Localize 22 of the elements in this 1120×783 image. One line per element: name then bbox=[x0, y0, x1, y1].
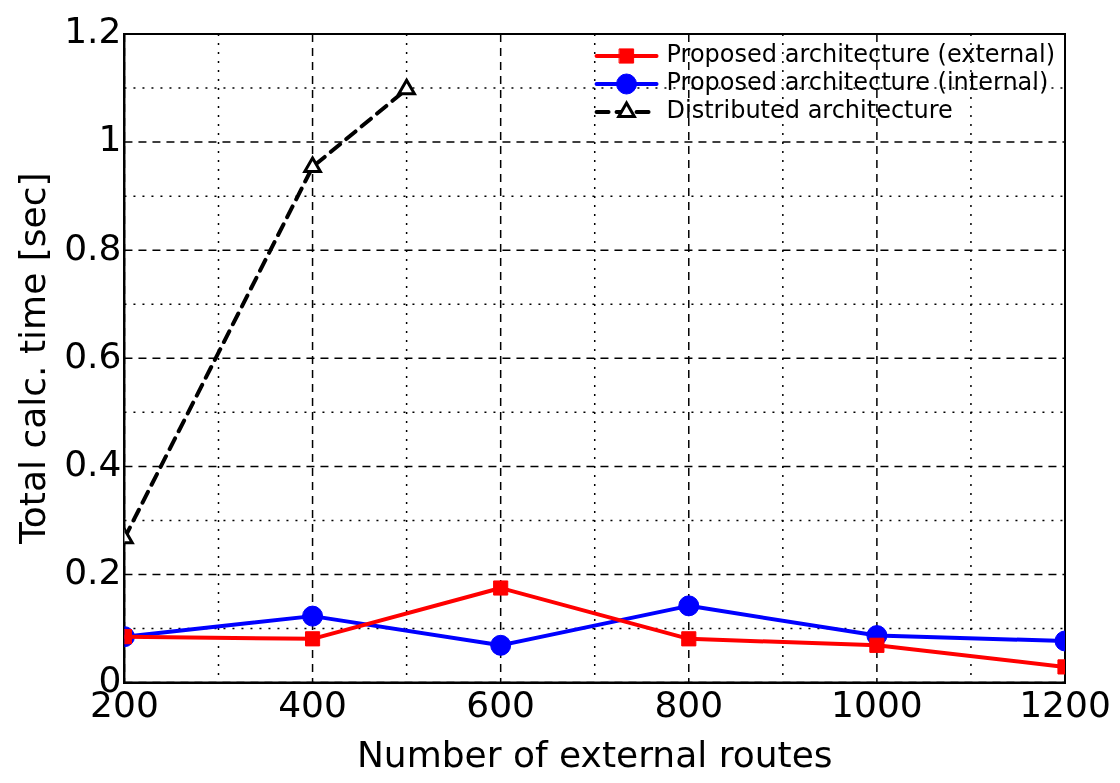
x-tick-label: 800 bbox=[654, 683, 724, 725]
y-tick-label: 1.2 bbox=[64, 10, 122, 52]
y-tick-label: 0.8 bbox=[64, 226, 122, 268]
y-tick-label: 1 bbox=[98, 118, 122, 160]
x-tick-label: 1200 bbox=[1019, 683, 1111, 725]
point bbox=[490, 634, 512, 656]
y-tick-label: 0.6 bbox=[64, 334, 122, 376]
legend-label: Proposed architecture (internal) bbox=[666, 68, 1049, 97]
y-axis-title: Total calc. time [sec] bbox=[11, 172, 53, 546]
point bbox=[678, 595, 700, 617]
x-tick-label: 400 bbox=[278, 683, 347, 725]
point bbox=[302, 605, 324, 627]
legend-label: Distributed architecture bbox=[666, 96, 953, 125]
legend-label: Proposed architecture (external) bbox=[666, 40, 1055, 69]
y-tick-label: 0.4 bbox=[64, 442, 122, 484]
point bbox=[397, 78, 416, 96]
point bbox=[493, 580, 509, 596]
point bbox=[681, 631, 697, 647]
x-tick-label: 1000 bbox=[831, 683, 923, 725]
x-axis-title: Number of external routes bbox=[356, 733, 833, 775]
x-tick-label: 600 bbox=[466, 683, 536, 725]
y-tick-label: 0.2 bbox=[64, 550, 122, 592]
